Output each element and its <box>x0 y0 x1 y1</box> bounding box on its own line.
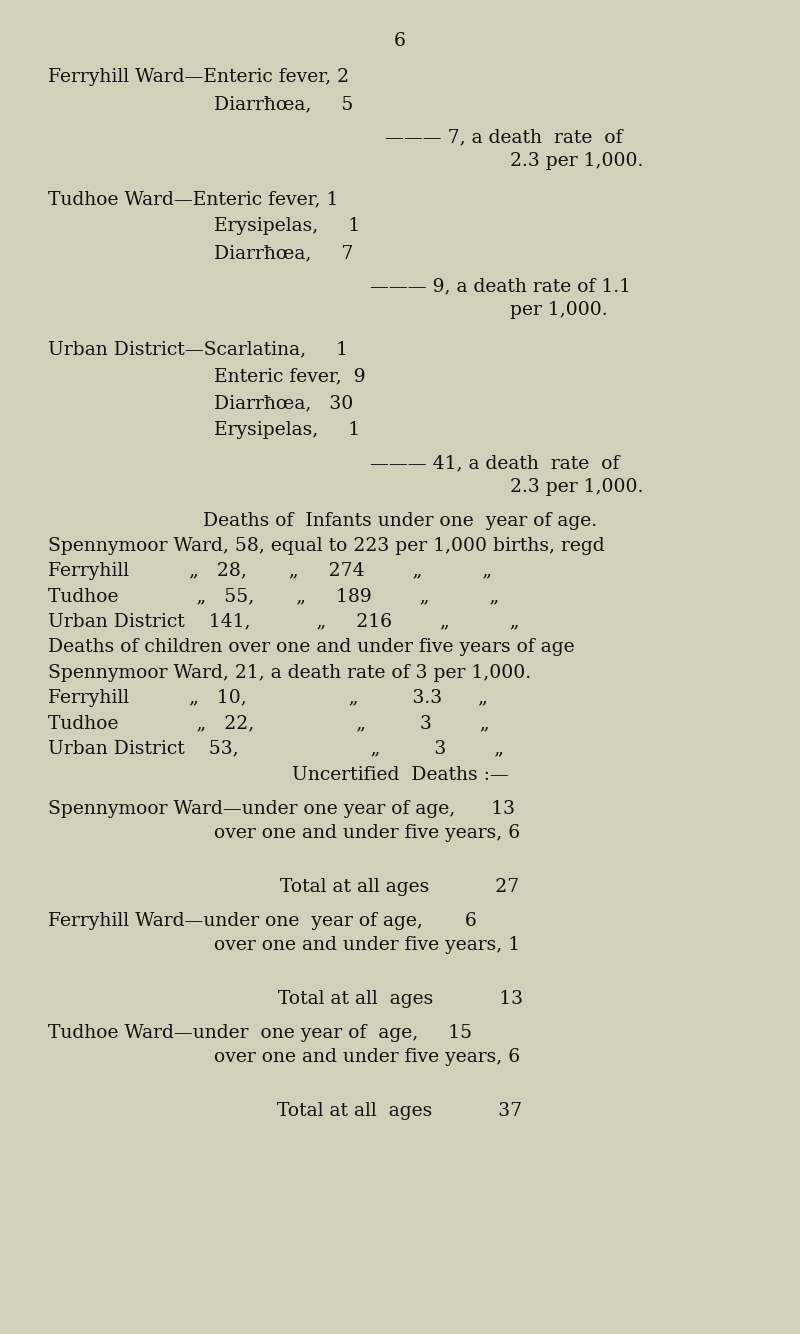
Text: Ferryhill          „   10,                 „         3.3      „: Ferryhill „ 10, „ 3.3 „ <box>48 688 488 707</box>
Text: over one and under five years, 1: over one and under five years, 1 <box>214 936 520 954</box>
Text: Tudhoe             „   22,                 „         3        „: Tudhoe „ 22, „ 3 „ <box>48 714 490 732</box>
Text: over one and under five years, 6: over one and under five years, 6 <box>214 824 520 842</box>
Text: Urban District    53,                      „         3        „: Urban District 53, „ 3 „ <box>48 739 504 756</box>
Text: 6: 6 <box>394 32 406 49</box>
Text: Spennymoor Ward, 58, equal to 223 per 1,000 births, regd: Spennymoor Ward, 58, equal to 223 per 1,… <box>48 538 605 555</box>
Text: Total at all ages           27: Total at all ages 27 <box>280 878 520 896</box>
Text: over one and under five years, 6: over one and under five years, 6 <box>214 1049 520 1066</box>
Text: Ferryhill Ward—Enteric fever, 2: Ferryhill Ward—Enteric fever, 2 <box>48 68 349 85</box>
Text: Urban District—Scarlatina,     1: Urban District—Scarlatina, 1 <box>48 340 348 358</box>
Text: Deaths of children over one and under five years of age: Deaths of children over one and under fi… <box>48 638 574 656</box>
Text: Deaths of  Infants under one  year of age.: Deaths of Infants under one year of age. <box>203 512 597 530</box>
Text: per 1,000.: per 1,000. <box>510 301 608 319</box>
Text: Total at all  ages           37: Total at all ages 37 <box>278 1102 522 1121</box>
Text: Spennymoor Ward, 21, a death rate of 3 per 1,000.: Spennymoor Ward, 21, a death rate of 3 p… <box>48 664 531 682</box>
Text: 2.3 per 1,000.: 2.3 per 1,000. <box>510 478 643 496</box>
Text: Tudhoe Ward—Enteric fever, 1: Tudhoe Ward—Enteric fever, 1 <box>48 189 338 208</box>
Text: Erysipelas,     1: Erysipelas, 1 <box>214 422 360 439</box>
Text: Tudhoe Ward—under  one year of  age,     15: Tudhoe Ward—under one year of age, 15 <box>48 1025 472 1042</box>
Text: Erysipelas,     1: Erysipelas, 1 <box>214 217 360 235</box>
Text: ——— 7, a death  rate  of: ——— 7, a death rate of <box>385 128 622 145</box>
Text: Diarrħœa,   30: Diarrħœa, 30 <box>214 394 354 412</box>
Text: Spennymoor Ward—under one year of age,      13: Spennymoor Ward—under one year of age, 1… <box>48 800 515 818</box>
Text: ——— 41, a death  rate  of: ——— 41, a death rate of <box>370 454 619 472</box>
Text: Urban District    141,           „     216        „          „: Urban District 141, „ 216 „ „ <box>48 612 519 630</box>
Text: Diarrħœa,     7: Diarrħœa, 7 <box>214 244 354 261</box>
Text: Ferryhill          „   28,       „     274        „          „: Ferryhill „ 28, „ 274 „ „ <box>48 562 492 580</box>
Text: ——— 9, a death rate of 1.1: ——— 9, a death rate of 1.1 <box>370 277 631 295</box>
Text: Total at all  ages           13: Total at all ages 13 <box>278 990 522 1009</box>
Text: Tudhoe             „   55,       „     189        „          „: Tudhoe „ 55, „ 189 „ „ <box>48 587 499 606</box>
Text: 2.3 per 1,000.: 2.3 per 1,000. <box>510 152 643 169</box>
Text: Enteric fever,  9: Enteric fever, 9 <box>214 367 366 386</box>
Text: Ferryhill Ward—under one  year of age,       6: Ferryhill Ward—under one year of age, 6 <box>48 912 477 930</box>
Text: Diarrħœa,     5: Diarrħœa, 5 <box>214 95 354 113</box>
Text: Uncertified  Deaths :—: Uncertified Deaths :— <box>292 766 508 784</box>
